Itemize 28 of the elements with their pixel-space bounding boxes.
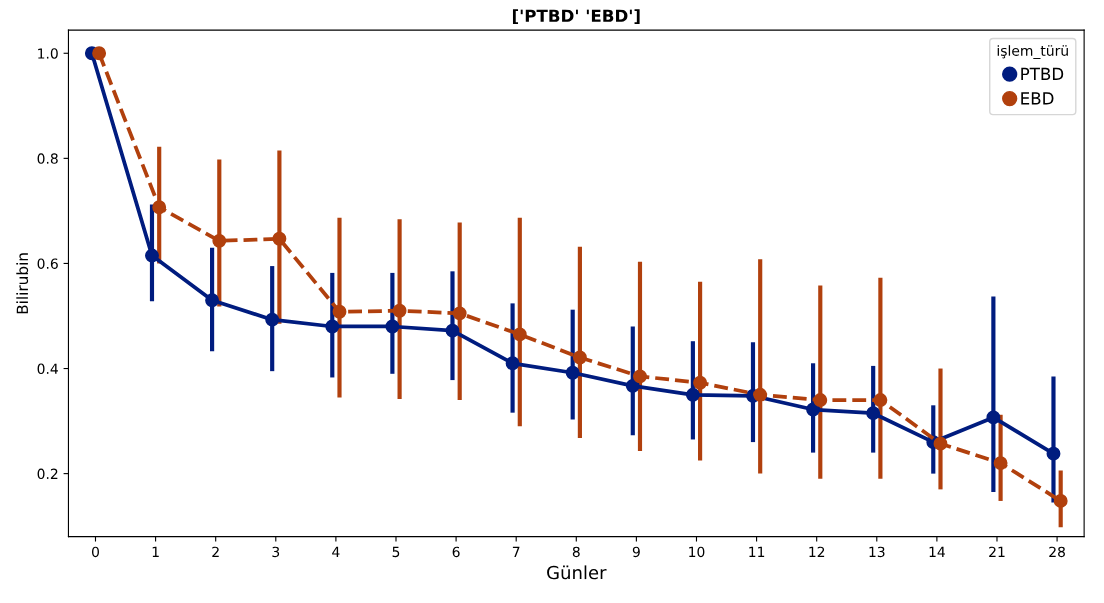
x-tick-label: 1 — [152, 546, 159, 557]
x-tick-label: 3 — [272, 546, 280, 558]
y-axis-title: Bilirubin — [16, 253, 29, 314]
y-tick-label: 0.6 — [37, 258, 58, 269]
legend-label: PTBD — [1021, 67, 1064, 80]
x-tick-label: 4 — [332, 546, 340, 557]
x-tick-label: 8 — [572, 546, 580, 558]
legend-title: işlem_türü — [997, 45, 1068, 59]
x-tick-label: 12 — [809, 546, 825, 557]
chart-title: ['PTBD' 'EBD'] — [512, 9, 640, 25]
x-tick-label: 11 — [749, 546, 765, 557]
legend-label: EBD — [1021, 92, 1054, 105]
x-tick-label: 14 — [929, 546, 945, 557]
x-tick-label: 28 — [1049, 546, 1065, 558]
y-tick-label: 1.0 — [38, 48, 58, 59]
x-tick-label: 2 — [212, 546, 219, 557]
x-tick-label: 13 — [869, 546, 885, 558]
x-tick-label: 7 — [512, 546, 520, 557]
x-axis-title: Günler — [547, 565, 607, 580]
y-tick-label: 0.8 — [37, 153, 58, 164]
x-tick-label: 6 — [452, 546, 460, 558]
y-tick-label: 0.4 — [37, 363, 58, 374]
y-tick-label: 0.2 — [37, 468, 58, 480]
x-tick-label: 10 — [689, 546, 705, 558]
x-tick-label: 0 — [91, 546, 99, 558]
x-tick-label: 5 — [392, 546, 400, 558]
x-tick-label: 21 — [989, 546, 1005, 557]
x-tick-label: 9 — [632, 546, 640, 558]
